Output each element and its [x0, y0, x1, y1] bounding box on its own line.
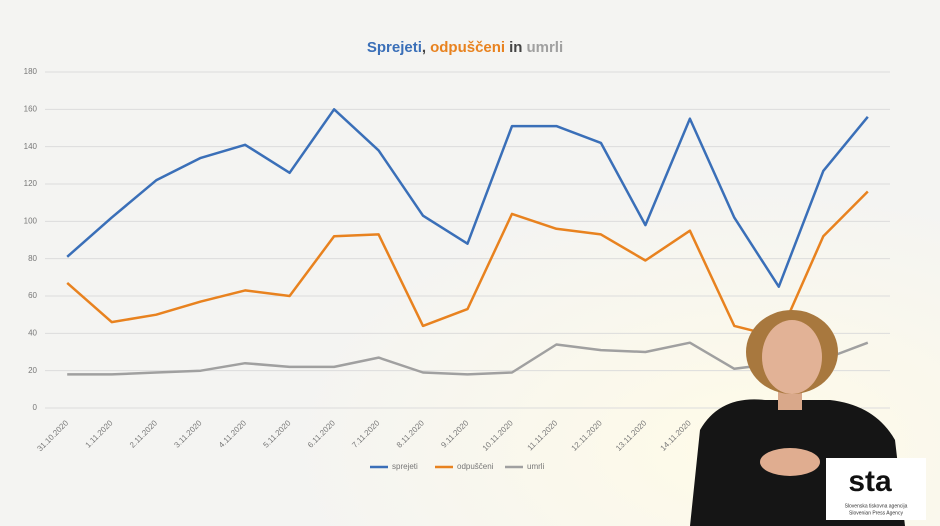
legend-label: odpuščeni	[457, 462, 494, 471]
y-tick-label: 40	[28, 328, 37, 337]
logo: sta Slovenska tiskovna agencija Slovenia…	[826, 458, 926, 520]
y-tick-label: 140	[24, 142, 38, 151]
y-tick-label: 0	[33, 403, 38, 412]
series-line	[67, 341, 869, 376]
title-part: in	[509, 39, 522, 56]
title-part: Sprejeti	[367, 39, 422, 56]
y-tick-label: 60	[28, 291, 37, 300]
y-tick-label: 160	[24, 104, 38, 113]
series-line	[66, 190, 869, 339]
y-tick-label: 80	[28, 254, 37, 263]
logo-line: Slovenska tiskovna agencija	[845, 503, 908, 509]
legend-label: umrli	[527, 462, 545, 471]
title-part: ,	[422, 39, 426, 56]
y-tick-label: 180	[24, 67, 38, 76]
y-tick-label: 20	[28, 366, 37, 375]
interpreter-face	[762, 320, 822, 394]
title-part: umrli	[526, 39, 563, 56]
legend-label: sprejeti	[392, 462, 418, 471]
y-tick-label: 100	[24, 216, 38, 225]
logo-text: sta	[848, 465, 892, 498]
title-part: odpuščeni	[430, 39, 505, 56]
logo-box	[826, 458, 926, 520]
y-tick-label: 120	[24, 179, 38, 188]
chart-title: Sprejeti, odpuščeni in umrli	[367, 39, 563, 56]
interpreter-hands	[760, 448, 820, 476]
logo-line: Slovenian Press Agency	[849, 510, 903, 516]
series-line	[66, 108, 869, 288]
